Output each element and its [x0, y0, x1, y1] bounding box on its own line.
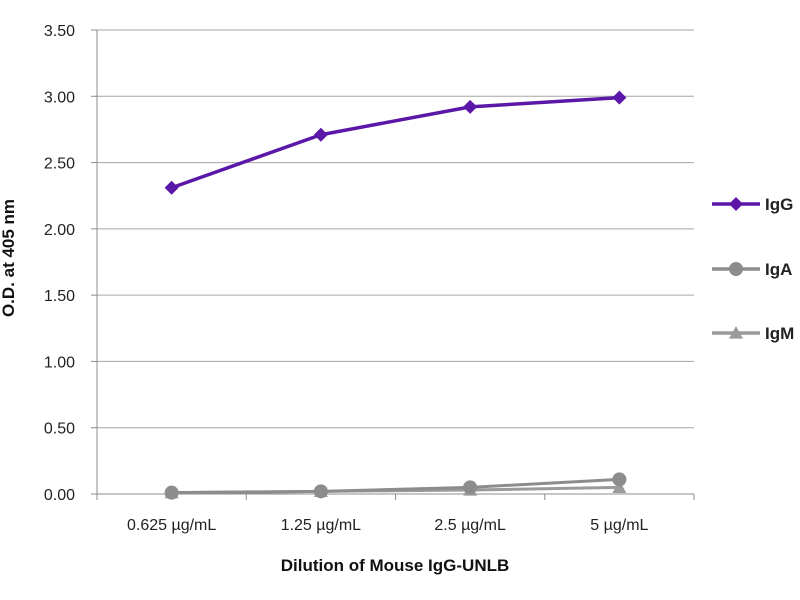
y-tick-label: 1.50 — [44, 288, 75, 305]
y-tick-label: 2.50 — [44, 156, 75, 173]
series-igg — [164, 90, 627, 195]
legend-swatch-marker — [729, 197, 743, 211]
data-point-iga — [164, 485, 179, 500]
data-point-iga — [612, 472, 627, 487]
x-tick-label: 5 µg/mL — [590, 517, 648, 534]
x-tick-label: 0.625 µg/mL — [127, 517, 216, 534]
legend-item-iga: IgA — [712, 260, 792, 279]
x-tick-label: 2.5 µg/mL — [434, 517, 506, 534]
series-iga — [164, 472, 627, 500]
legend-swatch-marker — [729, 262, 743, 276]
legend-item-igg: IgG — [712, 195, 793, 214]
data-point-igg — [463, 99, 478, 114]
y-tick-label: 2.00 — [44, 222, 75, 239]
x-axis-title: Dilution of Mouse IgG-UNLB — [281, 556, 510, 575]
legend: IgG IgA IgM — [712, 195, 794, 343]
data-point-igg — [313, 127, 328, 142]
axes — [91, 29, 695, 500]
legend-label: IgM — [765, 324, 794, 343]
legend-label: IgA — [765, 260, 792, 279]
series-line-igg — [171, 95, 620, 190]
y-axis-title: O.D. at 405 nm — [0, 199, 18, 317]
gridlines — [97, 29, 694, 429]
x-tick-label: 1.25 µg/mL — [281, 517, 361, 534]
legend-label: IgG — [765, 195, 793, 214]
data-point-iga — [313, 484, 328, 499]
y-tick-labels: 0.00 0.50 1.00 1.50 2.00 2.50 3.00 3.50 — [44, 23, 75, 504]
y-tick-label: 0.00 — [44, 487, 75, 504]
x-tick-labels: 0.625 µg/mL 1.25 µg/mL 2.5 µg/mL 5 µg/mL — [127, 517, 649, 534]
y-tick-label: 0.50 — [44, 421, 75, 438]
data-point-igm — [612, 480, 627, 493]
y-tick-label: 3.00 — [44, 89, 75, 106]
legend-swatch-marker — [729, 326, 743, 339]
data-point-igg — [612, 90, 627, 105]
series-line-iga — [171, 477, 620, 495]
y-tick-label: 3.50 — [44, 23, 75, 40]
y-tick-label: 1.00 — [44, 354, 75, 371]
series-layer — [164, 90, 627, 500]
data-point-iga — [463, 480, 478, 495]
data-point-igg — [164, 180, 179, 195]
legend-item-igm: IgM — [712, 324, 794, 343]
